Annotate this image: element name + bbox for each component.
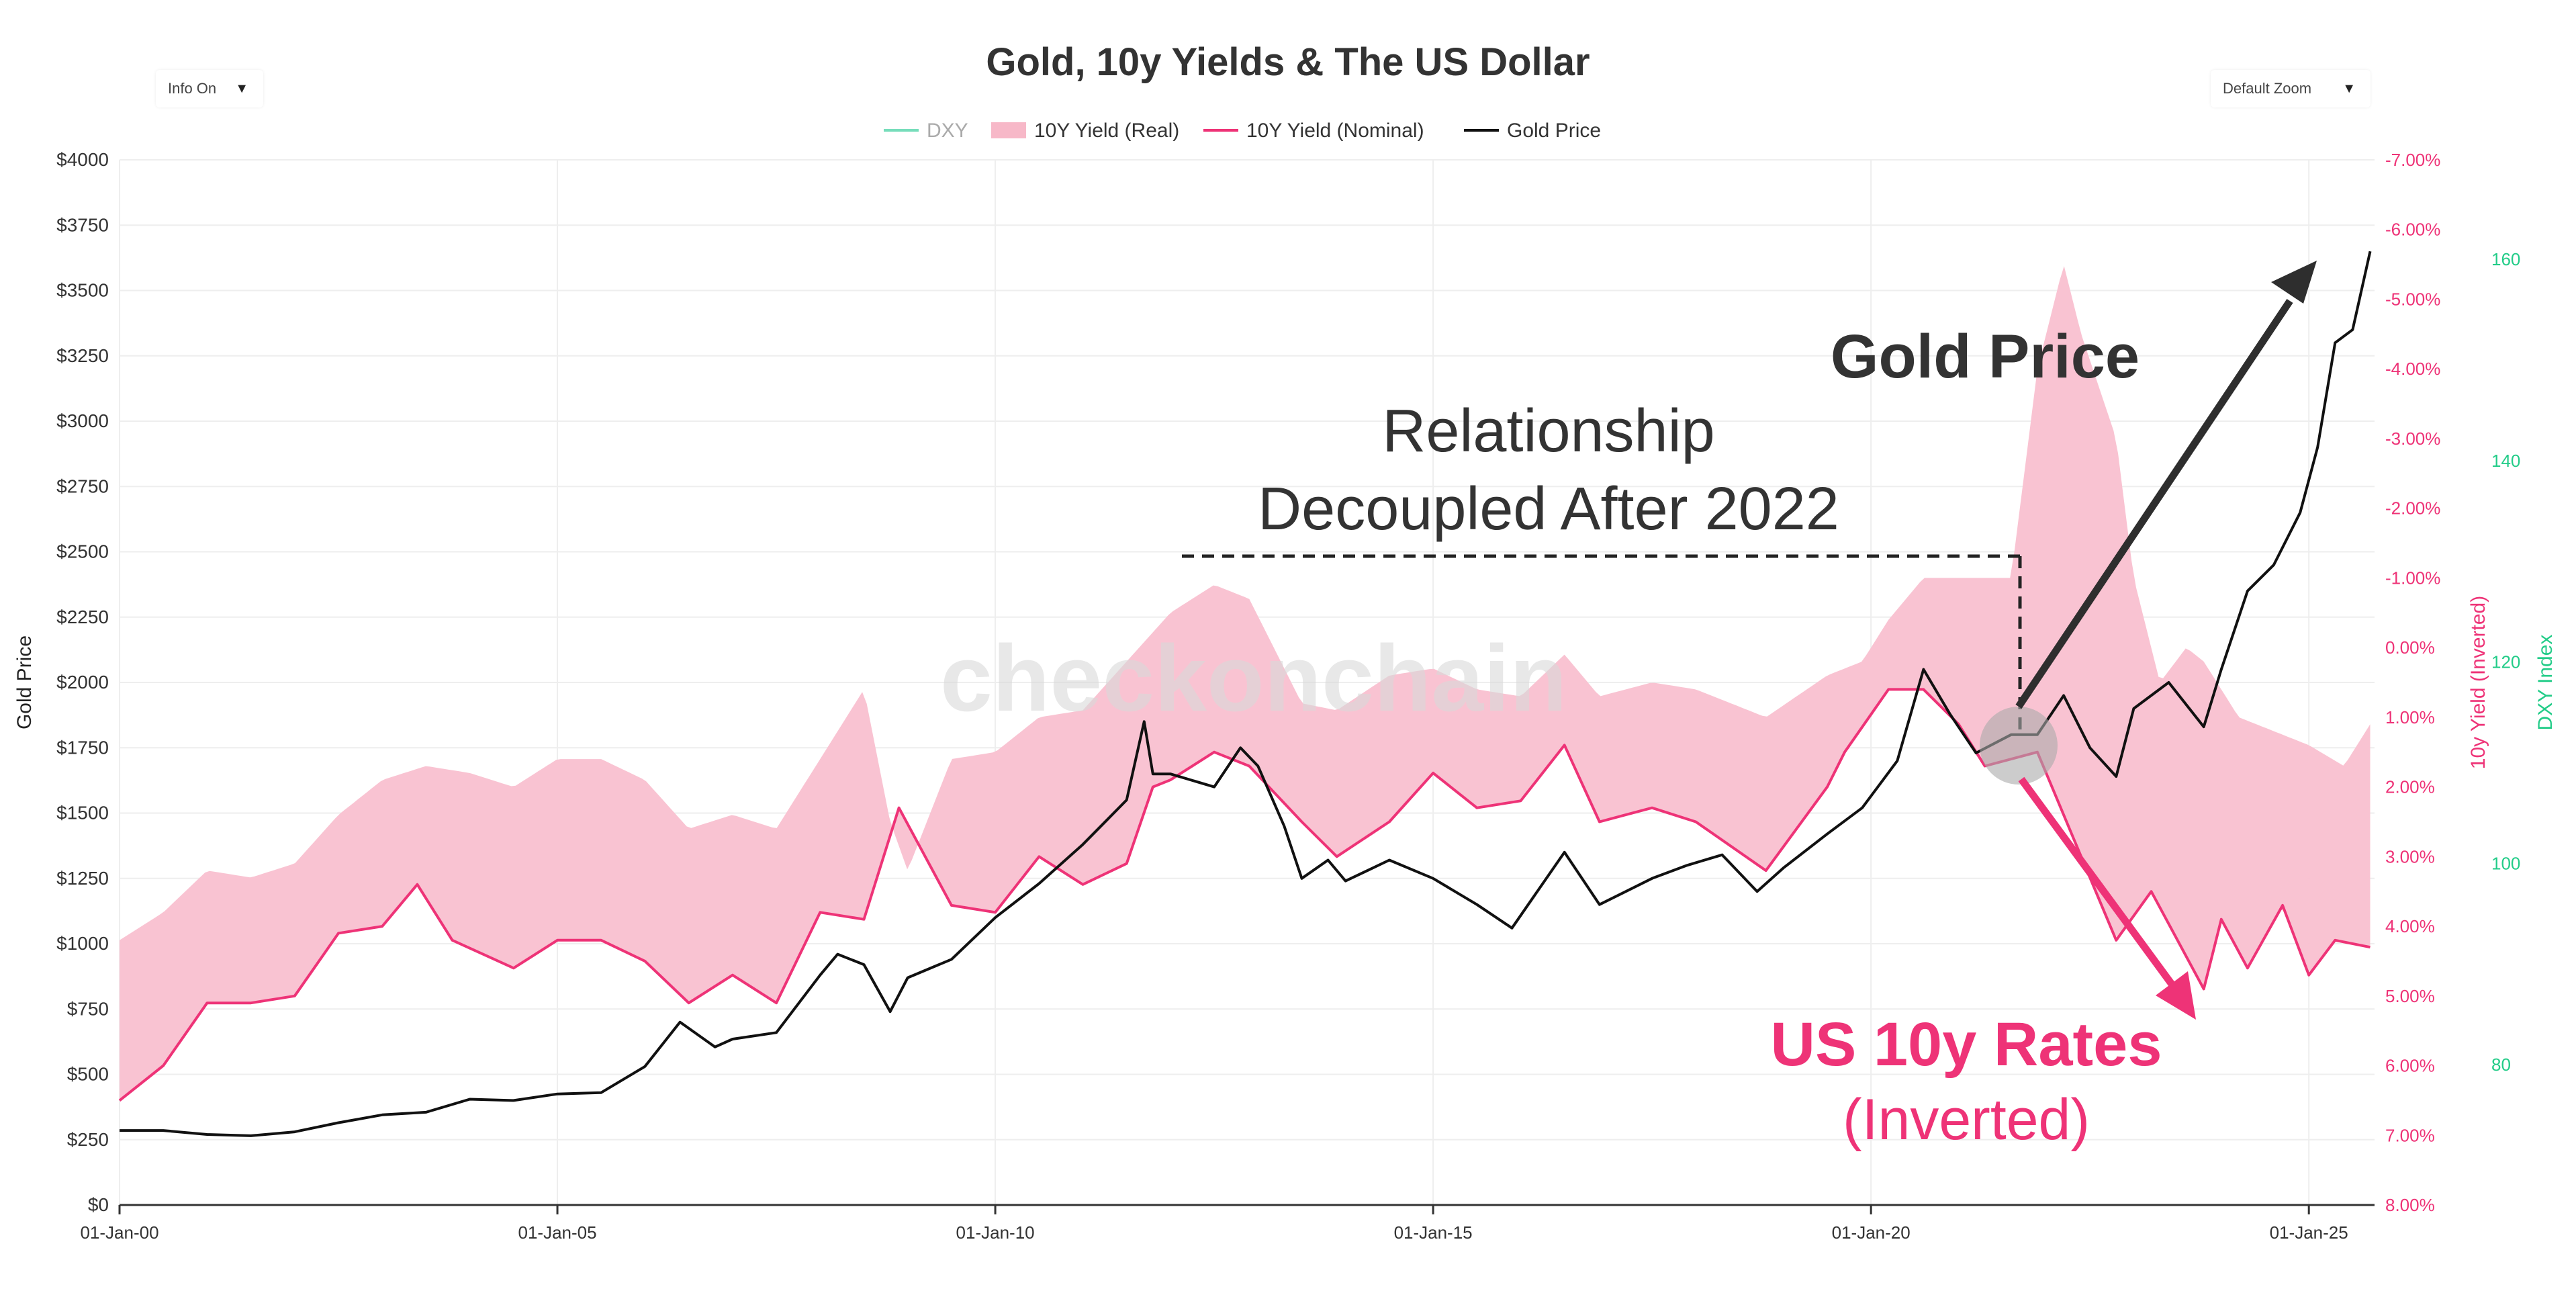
- zoom-dropdown[interactable]: Default Zoom ▼: [2211, 70, 2371, 107]
- left-tick-label: $250: [67, 1129, 109, 1150]
- x-tick-label: 01-Jan-00: [80, 1222, 158, 1243]
- yield-axis-label: 10y Yield (Inverted): [2467, 596, 2489, 769]
- x-tick-label: 01-Jan-25: [2270, 1222, 2348, 1243]
- yield-tick-label: -5.00%: [2385, 289, 2440, 309]
- left-tick-label: $750: [67, 998, 109, 1019]
- zoom-label: Default Zoom: [2223, 80, 2312, 97]
- yield-tick-label: 4.00%: [2385, 916, 2435, 936]
- left-tick-label: $1500: [56, 803, 109, 823]
- yield-tick-label: 0.00%: [2385, 637, 2435, 658]
- yield-tick-label: 2.00%: [2385, 777, 2435, 797]
- legend: DXY 10Y Yield (Real) 10Y Yield (Nominal) Go…: [884, 120, 1601, 142]
- left-tick-label: $3000: [56, 410, 109, 431]
- rates-arrowhead: [2156, 971, 2196, 1020]
- yield-tick-label: -1.00%: [2385, 568, 2440, 588]
- dxy-tick-label: 80: [2491, 1055, 2511, 1075]
- annotation-inverted: (Inverted): [1843, 1087, 2090, 1152]
- legend-swatch: [991, 122, 1026, 138]
- legend-label: Gold Price: [1507, 120, 1601, 142]
- left-tick-label: $1750: [56, 737, 109, 758]
- chart-title: Gold, 10y Yields & The US Dollar: [986, 40, 1590, 84]
- legend-label: 10Y Yield (Nominal): [1246, 120, 1424, 142]
- annotation-gold-price: Gold Price: [1831, 322, 2140, 391]
- real-yield-area: [120, 266, 2371, 1101]
- left-tick-label: $2250: [56, 607, 109, 627]
- left-tick-label: $1250: [56, 868, 109, 889]
- left-tick-label: $1000: [56, 933, 109, 954]
- yield-tick-label: 5.00%: [2385, 986, 2435, 1006]
- annotation-relationship: Relationship: [1382, 398, 1714, 465]
- chevron-down-icon: ▼: [235, 81, 248, 96]
- dxy-axis-ticks: 80 100 120 140 160: [2491, 249, 2520, 1075]
- yield-axis-ticks: 8.00% 7.00% 6.00% 5.00% 4.00% 3.00% 2.00% 1.00%…: [2385, 150, 2440, 1215]
- real-yield-area-layer: [120, 266, 2371, 1101]
- dxy-tick-label: 100: [2491, 853, 2520, 873]
- yield-tick-label: 3.00%: [2385, 846, 2435, 866]
- left-tick-label: $3500: [56, 280, 109, 301]
- x-tick-label: 01-Jan-15: [1394, 1222, 1473, 1243]
- x-tick-label: 01-Jan-10: [956, 1222, 1035, 1243]
- yield-tick-label: 6.00%: [2385, 1056, 2435, 1076]
- rates-arrow: [2018, 776, 2176, 989]
- x-tick-label: 01-Jan-20: [1832, 1222, 1911, 1243]
- gold-price-arrowhead: [2271, 261, 2317, 304]
- left-tick-label: $0: [88, 1194, 109, 1215]
- dxy-tick-label: 120: [2491, 652, 2520, 672]
- left-tick-label: $500: [67, 1064, 109, 1085]
- x-tick-label: 01-Jan-05: [518, 1222, 596, 1243]
- left-tick-label: $3250: [56, 345, 109, 366]
- annotation-us-10y-rates: US 10y Rates: [1771, 1010, 2162, 1079]
- left-tick-label: $2000: [56, 672, 109, 693]
- yield-tick-label: 1.00%: [2385, 707, 2435, 727]
- left-tick-label: $2500: [56, 541, 109, 562]
- dxy-axis-label: DXY Index: [2534, 635, 2557, 731]
- watermark: checkonchain: [940, 625, 1567, 731]
- yield-tick-label: 7.00%: [2385, 1125, 2435, 1145]
- decoupling-point-marker: [1980, 707, 2058, 785]
- annotation-decoupled: Decoupled After 2022: [1258, 476, 1839, 543]
- left-tick-label: $3750: [56, 214, 109, 235]
- yield-tick-label: -3.00%: [2385, 429, 2440, 449]
- gold-price-line: [120, 251, 2372, 1137]
- x-axis-ticks: 01-Jan-00 01-Jan-05 01-Jan-10 01-Jan-15 01-J…: [80, 1205, 2348, 1243]
- left-tick-label: $2750: [56, 476, 109, 496]
- dxy-tick-label: 160: [2491, 249, 2520, 269]
- info-toggle-label: Info On: [168, 80, 217, 97]
- info-toggle-dropdown[interactable]: Info On ▼: [156, 70, 263, 107]
- yield-tick-label: 8.00%: [2385, 1195, 2435, 1215]
- yield-tick-label: -7.00%: [2385, 150, 2440, 170]
- left-axis-ticks: $0 $250 $500 $750 $1000 $1250 $1500 $1750 $2000 $…: [56, 149, 109, 1215]
- legend-label: DXY: [927, 120, 968, 142]
- yield-tick-label: -2.00%: [2385, 498, 2440, 519]
- left-axis-label: Gold Price: [13, 635, 36, 729]
- legend-label: 10Y Yield (Real): [1034, 120, 1179, 142]
- chevron-down-icon: ▼: [2342, 81, 2356, 96]
- left-tick-label: $4000: [56, 149, 109, 170]
- nominal-yield-line: [118, 688, 2371, 1102]
- series-lines: [118, 251, 2372, 1137]
- gold-price-arrow: [2015, 298, 2293, 709]
- yield-tick-label: -4.00%: [2385, 359, 2440, 379]
- dxy-tick-label: 140: [2491, 451, 2520, 471]
- yield-tick-label: -6.00%: [2385, 220, 2440, 240]
